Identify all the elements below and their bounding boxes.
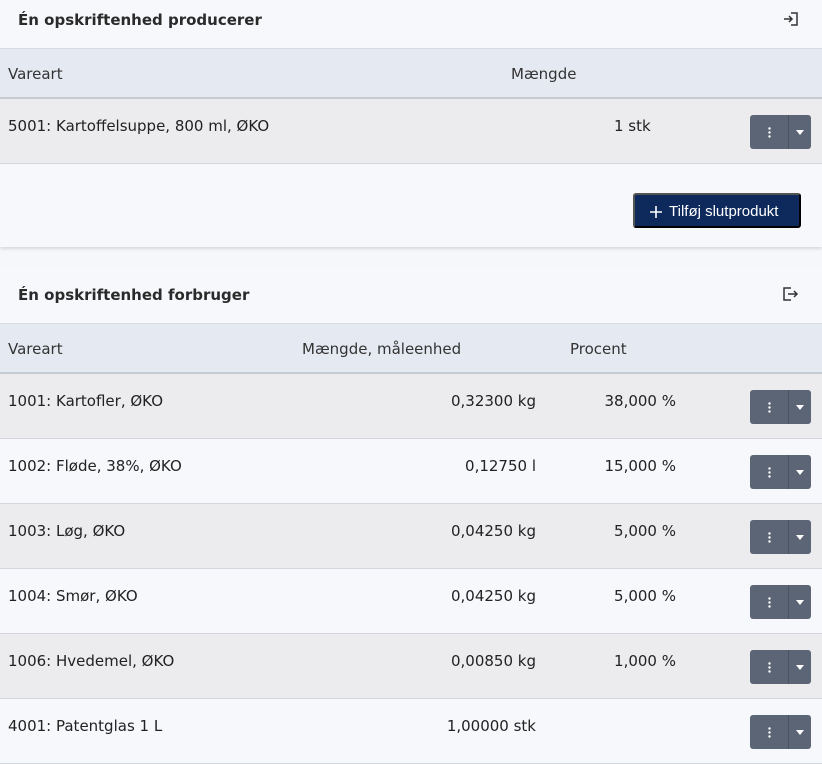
cell-item: 1006: Hvedemel, ØKO: [8, 652, 175, 670]
table-row: 1003: Løg, ØKO 0,04250 kg 5,000 %: [0, 504, 822, 569]
produces-table-header: Vareart Mængde: [0, 48, 822, 99]
row-dropdown-toggle[interactable]: [789, 115, 811, 149]
cell-quantity: 0,12750 l: [465, 457, 536, 475]
row-actions-button: [750, 115, 811, 149]
caret-down-icon: [796, 405, 804, 410]
table-row: 4001: Patentglas 1 L 1,00000 stk: [0, 699, 822, 764]
column-header-percent: Procent: [570, 340, 627, 358]
column-header-quantity: Mængde: [511, 65, 577, 83]
cell-percent: 5,000 %: [614, 587, 676, 605]
column-header-quantity-unit: Mængde, måleenhed: [302, 340, 462, 358]
vertical-dots-icon: [768, 532, 771, 543]
row-actions-button: [750, 650, 811, 684]
table-row: 1004: Smør, ØKO 0,04250 kg 5,000 %: [0, 569, 822, 634]
sign-out-icon[interactable]: [782, 286, 800, 302]
row-actions-button: [750, 455, 811, 489]
row-menu-button[interactable]: [750, 455, 789, 489]
cell-item: 5001: Kartoffelsuppe, 800 ml, ØKO: [8, 117, 270, 135]
caret-down-icon: [796, 130, 804, 135]
caret-down-icon: [796, 730, 804, 735]
consumes-title: Én opskriftenhed forbruger: [18, 286, 250, 304]
cell-item: 1001: Kartofler, ØKO: [8, 392, 163, 410]
caret-down-icon: [796, 600, 804, 605]
consumes-table-header: Vareart Mængde, måleenhed Procent: [0, 323, 822, 374]
cell-quantity: 1 stk: [614, 117, 651, 135]
table-row: 1006: Hvedemel, ØKO 0,00850 kg 1,000 %: [0, 634, 822, 699]
row-menu-button[interactable]: [750, 715, 789, 749]
row-dropdown-toggle[interactable]: [789, 650, 811, 684]
cell-percent: 15,000 %: [604, 457, 676, 475]
vertical-dots-icon: [768, 727, 771, 738]
cell-quantity: 0,04250 kg: [450, 522, 536, 540]
table-row: 1002: Fløde, 38%, ØKO 0,12750 l 15,000 %: [0, 439, 822, 504]
cell-item: 4001: Patentglas 1 L: [8, 717, 163, 735]
row-dropdown-toggle[interactable]: [789, 520, 811, 554]
caret-down-icon: [796, 665, 804, 670]
vertical-dots-icon: [768, 127, 771, 138]
row-menu-button[interactable]: [750, 520, 789, 554]
vertical-dots-icon: [768, 402, 771, 413]
produces-title: Én opskriftenhed producerer: [18, 11, 262, 29]
row-dropdown-toggle[interactable]: [789, 455, 811, 489]
table-row: 5001: Kartoffelsuppe, 800 ml, ØKO 1 stk: [0, 99, 822, 164]
table-row: 1001: Kartofler, ØKO 0,32300 kg 38,000 %: [0, 374, 822, 439]
cell-percent: 5,000 %: [614, 522, 676, 540]
row-menu-button[interactable]: [750, 585, 789, 619]
row-actions-button: [750, 585, 811, 619]
produces-card-header: Én opskriftenhed producerer: [0, 0, 822, 48]
row-actions-button: [750, 520, 811, 554]
row-dropdown-toggle[interactable]: [789, 390, 811, 424]
cell-quantity: 0,32300 kg: [450, 392, 536, 410]
caret-down-icon: [796, 470, 804, 475]
consumes-card: Én opskriftenhed forbruger Vareart Mængd…: [0, 266, 822, 764]
cell-item: 1004: Smør, ØKO: [8, 587, 138, 605]
row-dropdown-toggle[interactable]: [789, 715, 811, 749]
row-menu-button[interactable]: [750, 650, 789, 684]
cell-quantity: 1,00000 stk: [446, 717, 536, 735]
column-header-item: Vareart: [8, 340, 63, 358]
sign-in-icon[interactable]: [782, 11, 800, 27]
vertical-dots-icon: [768, 662, 771, 673]
add-end-product-button[interactable]: Tilføj slutprodukt: [633, 193, 801, 228]
cell-item: 1003: Løg, ØKO: [8, 522, 126, 540]
row-dropdown-toggle[interactable]: [789, 585, 811, 619]
row-menu-button[interactable]: [750, 390, 789, 424]
cell-quantity: 0,00850 kg: [450, 652, 536, 670]
cell-item: 1002: Fløde, 38%, ØKO: [8, 457, 182, 475]
row-actions-button: [750, 715, 811, 749]
vertical-dots-icon: [768, 597, 771, 608]
row-actions-button: [750, 390, 811, 424]
cell-quantity: 0,04250 kg: [450, 587, 536, 605]
add-end-product-label: Tilføj slutprodukt: [669, 203, 779, 220]
consumes-card-header: Én opskriftenhed forbruger: [0, 266, 822, 314]
caret-down-icon: [796, 535, 804, 540]
vertical-dots-icon: [768, 467, 771, 478]
cell-percent: 1,000 %: [614, 652, 676, 670]
cell-percent: 38,000 %: [604, 392, 676, 410]
plus-icon: [650, 206, 662, 218]
row-menu-button[interactable]: [750, 115, 789, 149]
produces-card: Én opskriftenhed producerer Vareart Mæng…: [0, 0, 822, 247]
column-header-item: Vareart: [8, 65, 63, 83]
